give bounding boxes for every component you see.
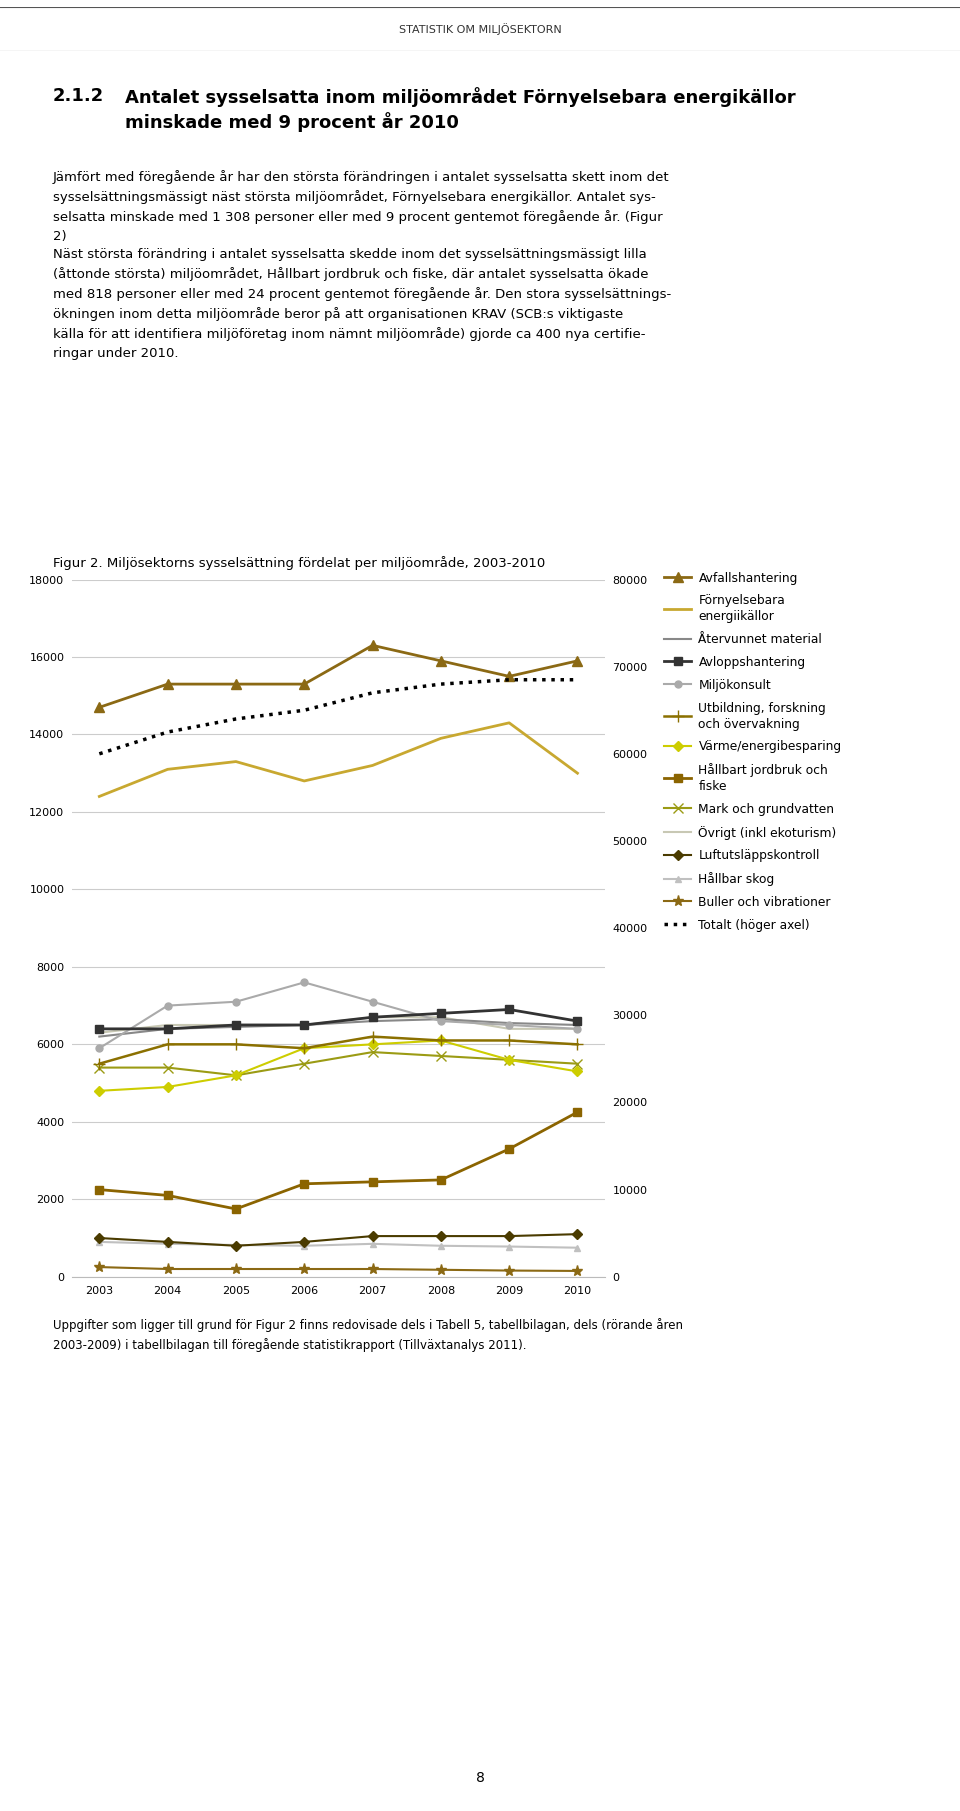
Text: STATISTIK OM MILJÖSEKTORN: STATISTIK OM MILJÖSEKTORN (398, 24, 562, 34)
Text: Jämfört med föregående år har den största förändringen i antalet sysselsatta ske: Jämfört med föregående år har den störst… (53, 170, 671, 360)
Text: Antalet sysselsatta inom miljöområdet Förnyelsebara energikällor
minskade med 9 : Antalet sysselsatta inom miljöområdet Fö… (125, 87, 796, 132)
Text: 2.1.2: 2.1.2 (53, 87, 104, 105)
Text: 8: 8 (475, 1771, 485, 1786)
Text: Figur 2. Miljösektorns sysselsättning fördelat per miljöområde, 2003-2010: Figur 2. Miljösektorns sysselsättning fö… (53, 556, 545, 570)
Text: Uppgifter som ligger till grund för Figur 2 finns redovisade dels i Tabell 5, ta: Uppgifter som ligger till grund för Figu… (53, 1318, 683, 1351)
Legend: Avfallshantering, Förnyelsebara
energiikällor, Återvunnet material, Avloppshante: Avfallshantering, Förnyelsebara energiik… (664, 572, 842, 931)
